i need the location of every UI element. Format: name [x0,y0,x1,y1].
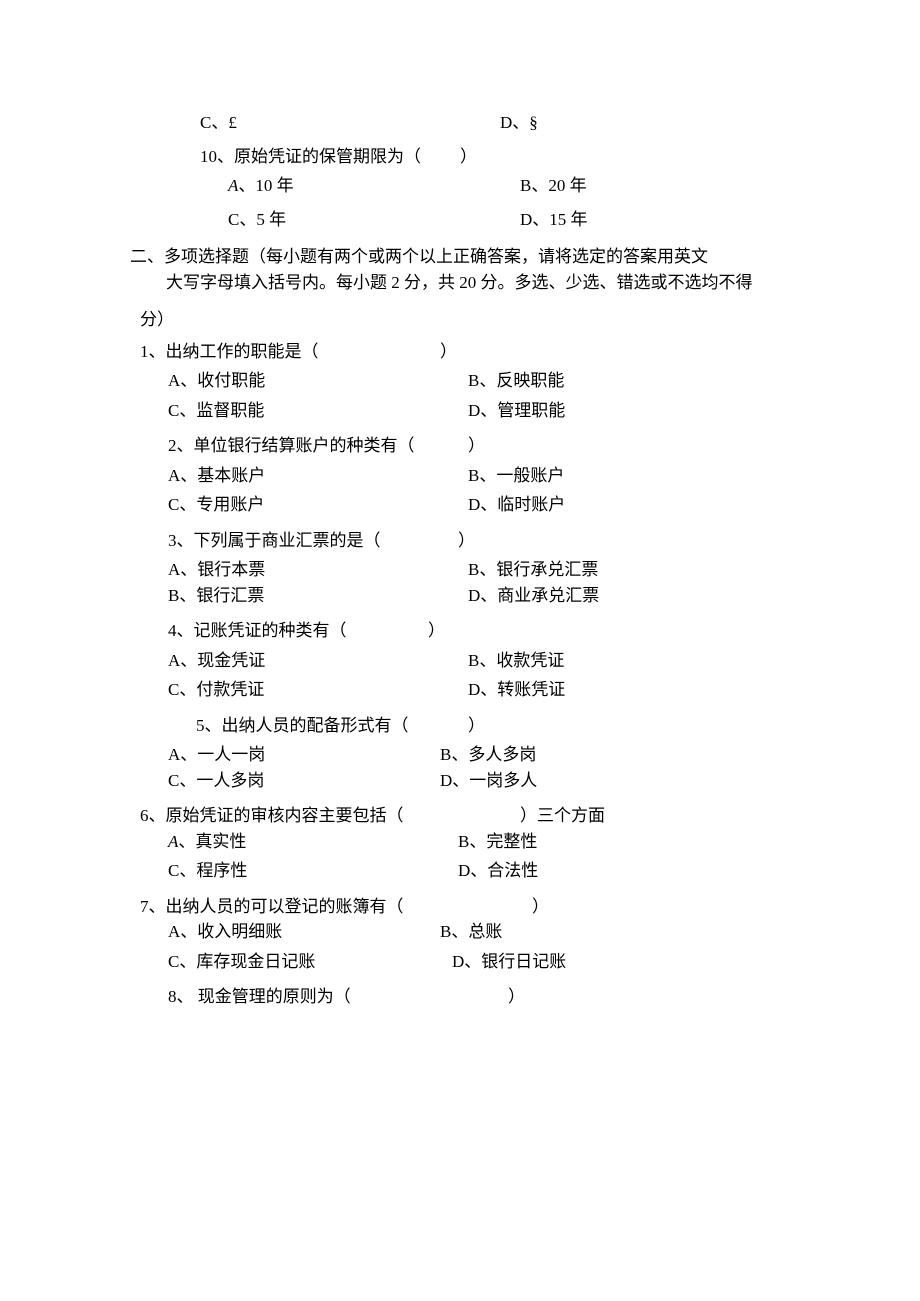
mq3-d: D、商业承兑汇票 [468,583,790,609]
q10-a-letter: A [228,176,238,195]
mq4-c: C、付款凭证 [140,677,468,703]
section-2-line2: 大写字母填入括号内。每小题 2 分，共 20 分。多选、少选、错选或不选均不得 [130,270,790,296]
mq7-a: A、收入明细账 [140,919,440,945]
mq8: 8、 现金管理的原则为（ ） [140,984,790,1010]
mq1-a: A、收付职能 [140,368,468,394]
mq4-close: ） [428,621,445,640]
multi-choice-block: 1、出纳工作的职能是（ ） A、收付职能B、反映职能 C、监督职能D、管理职能 … [130,339,790,1010]
mq2-a: A、基本账户 [140,463,468,489]
q9-option-c: C、£ [200,110,500,136]
q10: 10、原始凭证的保管期限为（ ） A、10 年 B、20 年 C、5 年 D、1… [130,144,790,233]
mq3-c: B、银行汇票 [140,583,468,609]
mq4-a: A、现金凭证 [140,648,468,674]
mq1-b: B、反映职能 [468,368,790,394]
mq7-b: B、总账 [440,919,790,945]
mq6-a-letter: A [168,832,178,851]
mq5-b: B、多人多岗 [440,742,790,768]
mq7-close: ） [450,894,549,920]
mq4: 4、记账凭证的种类有（） A、现金凭证B、收款凭证 C、付款凭证D、转账凭证 [140,618,790,703]
mq5-close: ） [468,716,485,735]
mq2-close: ） [468,436,485,455]
q10-option-c: C、5 年 [200,207,520,233]
mq7-d: D、银行日记账 [452,949,790,975]
section-2-line1: 二、多项选择题（每小题有两个或两个以上正确答案，请将选定的答案用英文 [130,244,790,270]
q10-option-d: D、15 年 [520,207,790,233]
q10-option-a: A、10 年 [200,173,520,199]
mq5-d: D、一岗多人 [440,768,790,794]
mq1-d: D、管理职能 [468,398,790,424]
mq5-a: A、一人一岗 [140,742,440,768]
section-2-heading: 二、多项选择题（每小题有两个或两个以上正确答案，请将选定的答案用英文 大写字母填… [130,244,790,333]
mq1-stem: 1、出纳工作的职能是（ [140,339,440,365]
mq2: 2、单位银行结算账户的种类有（） A、基本账户B、一般账户 C、专用账户D、临时… [140,433,790,518]
mq8-close: ） [468,984,525,1010]
mq6-a-text: 、真实性 [178,832,246,851]
mq7-c: C、库存现金日记账 [140,949,452,975]
mq3-a: A、银行本票 [140,557,468,583]
mq5-stem: 5、出纳人员的配备形式有（ [196,713,468,739]
mq6-d: D、合法性 [458,858,790,884]
mq2-d: D、临时账户 [468,492,790,518]
q9-options-cd: C、£ D、§ [130,110,790,136]
mq1: 1、出纳工作的职能是（ ） A、收付职能B、反映职能 C、监督职能D、管理职能 [140,339,790,424]
mq2-c: C、专用账户 [140,492,468,518]
q10-close-paren: ） [460,144,477,170]
mq7-stem: 7、出纳人员的可以登记的账簿有（ [140,894,450,920]
mq1-close: ） [440,339,790,365]
mq6-close: ）三个方面 [440,803,605,829]
q9-option-d: D、§ [500,110,790,136]
mq6-b: B、完整性 [458,829,790,855]
mq6: 6、原始凭证的审核内容主要包括（ ）三个方面 A、真实性 B、完整性 C、程序性… [140,803,790,884]
mq8-stem: 8、 现金管理的原则为（ [168,984,468,1010]
mq3-close: ） [458,531,475,550]
mq6-c: C、程序性 [140,858,458,884]
mq3: 3、下列属于商业汇票的是（） A、银行本票B、银行承兑汇票 B、银行汇票D、商业… [140,528,790,609]
q10-option-b: B、20 年 [520,173,790,199]
mq5-c: C、一人多岗 [140,768,440,794]
mq3-b: B、银行承兑汇票 [468,557,790,583]
section-2-line3: 分） [130,307,790,333]
mq2-stem: 2、单位银行结算账户的种类有（ [168,433,468,459]
mq4-d: D、转账凭证 [468,677,790,703]
exam-page: C、£ D、§ 10、原始凭证的保管期限为（ ） A、10 年 B、20 年 C… [0,0,920,1301]
mq4-stem: 4、记账凭证的种类有（ [168,618,428,644]
mq5: 5、出纳人员的配备形式有（） A、一人一岗B、多人多岗 C、一人多岗D、一岗多人 [140,713,790,794]
mq6-a: A、真实性 [140,829,458,855]
mq3-stem: 3、下列属于商业汇票的是（ [168,528,458,554]
q10-a-text: 、10 年 [238,176,293,195]
mq6-stem: 6、原始凭证的审核内容主要包括（ [140,803,440,829]
q10-stem: 10、原始凭证的保管期限为（ [200,144,460,170]
mq2-b: B、一般账户 [468,463,790,489]
mq7: 7、出纳人员的可以登记的账簿有（ ） A、收入明细账B、总账 C、库存现金日记账… [140,894,790,975]
mq4-b: B、收款凭证 [468,648,790,674]
mq1-c: C、监督职能 [140,398,468,424]
